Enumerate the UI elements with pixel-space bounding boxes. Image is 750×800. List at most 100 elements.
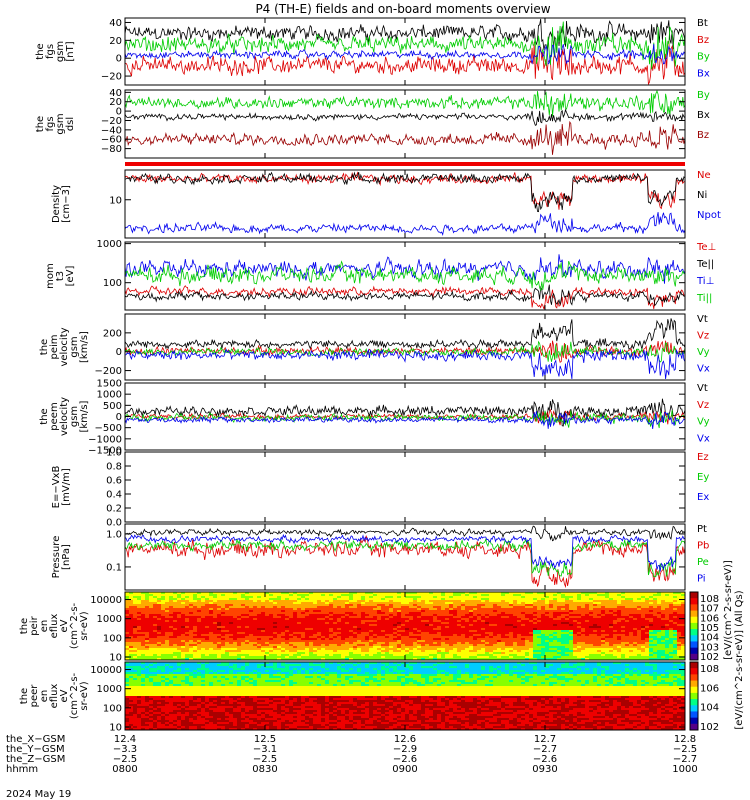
- heatmap-cell: [353, 642, 358, 645]
- heatmap-cell: [209, 612, 214, 615]
- heatmap-cell: [665, 626, 670, 629]
- heatmap-cell: [149, 594, 154, 597]
- heatmap-cell: [565, 632, 570, 635]
- heatmap-cell: [549, 618, 554, 621]
- y-axis-label: gsm: [55, 113, 66, 134]
- heatmap-cell: [609, 626, 614, 629]
- heatmap-cell: [677, 644, 682, 647]
- heatmap-cell: [321, 604, 326, 607]
- heatmap-cell: [589, 612, 594, 615]
- heatmap-cell: [377, 630, 382, 633]
- heatmap-cell: [277, 644, 282, 647]
- heatmap-cell: [421, 638, 426, 641]
- heatmap-cell: [173, 652, 178, 655]
- heatmap-cell: [229, 654, 234, 657]
- heatmap-cell: [361, 598, 366, 601]
- heatmap-cell: [649, 644, 654, 647]
- heatmap-cell: [541, 606, 546, 609]
- heatmap-cell: [129, 598, 134, 601]
- heatmap-cell: [665, 620, 670, 623]
- heatmap-cell: [249, 640, 254, 643]
- heatmap-cell: [481, 634, 486, 637]
- heatmap-cell: [413, 610, 418, 613]
- heatmap-cell: [257, 642, 262, 645]
- heatmap-cell: [657, 624, 662, 627]
- heatmap-cell: [345, 646, 350, 649]
- panel-frame: [124, 523, 686, 591]
- heatmap-cell: [445, 630, 450, 633]
- heatmap-cell: [341, 608, 346, 611]
- heatmap-cell: [181, 600, 186, 603]
- heatmap-cell: [201, 626, 206, 629]
- heatmap-cell: [281, 634, 286, 637]
- heatmap-cell: [661, 616, 666, 619]
- heatmap-cell: [529, 596, 534, 599]
- heatmap-cell: [665, 658, 670, 661]
- heatmap-cell: [445, 648, 450, 651]
- heatmap-cell: [573, 618, 578, 621]
- heatmap-cell: [353, 624, 358, 627]
- heatmap-cell: [397, 648, 402, 651]
- heatmap-cell: [201, 596, 206, 599]
- heatmap-cell: [325, 612, 330, 615]
- heatmap-cell: [437, 650, 442, 653]
- heatmap-cell: [569, 614, 574, 617]
- heatmap-cell: [629, 592, 634, 595]
- heatmap-cell: [365, 632, 370, 635]
- heatmap-cell: [405, 612, 410, 615]
- heatmap-cell: [125, 622, 130, 625]
- y-tick-label: 0.2: [106, 504, 122, 515]
- heatmap-cell: [385, 604, 390, 607]
- heatmap-cell: [181, 620, 186, 623]
- heatmap-cell: [537, 610, 542, 613]
- heatmap-cell: [357, 594, 362, 597]
- heatmap-cell: [573, 640, 578, 643]
- heatmap-cell: [257, 616, 262, 619]
- heatmap-cell: [377, 644, 382, 647]
- heatmap-cell: [645, 594, 650, 597]
- heatmap-cell: [161, 602, 166, 605]
- heatmap-cell: [189, 618, 194, 621]
- heatmap-cell: [309, 598, 314, 601]
- heatmap-cell: [173, 608, 178, 611]
- heatmap-cell: [345, 636, 350, 639]
- heatmap-cell: [145, 602, 150, 605]
- heatmap-cell: [281, 630, 286, 633]
- heatmap-cell: [601, 658, 606, 661]
- y-tick-label: 20: [109, 97, 122, 108]
- heatmap-cell: [409, 656, 414, 659]
- heatmap-cell: [537, 638, 542, 641]
- heatmap-cell: [489, 620, 494, 623]
- heatmap-cell: [501, 650, 506, 653]
- heatmap-cell: [669, 616, 674, 619]
- heatmap-cell: [493, 592, 498, 595]
- heatmap-cell: [257, 648, 262, 651]
- heatmap-cell: [561, 636, 566, 639]
- heatmap-cell: [453, 642, 458, 645]
- heatmap-cell: [417, 604, 422, 607]
- heatmap-cell: [249, 650, 254, 653]
- heatmap-cell: [649, 624, 654, 627]
- heatmap-cell: [441, 632, 446, 635]
- heatmap-cell: [677, 614, 682, 617]
- heatmap-cell: [633, 640, 638, 643]
- heatmap-cell: [509, 624, 514, 627]
- heatmap-cell: [561, 642, 566, 645]
- heatmap-cell: [141, 656, 146, 659]
- heatmap-cell: [597, 622, 602, 625]
- heatmap-cell: [565, 622, 570, 625]
- heatmap-cell: [545, 600, 550, 603]
- heatmap-cell: [337, 642, 342, 645]
- heatmap-cell: [125, 682, 130, 685]
- heatmap-cell: [641, 606, 646, 609]
- heatmap-cell: [253, 628, 258, 631]
- heatmap-cell: [273, 630, 278, 633]
- heatmap-cell: [461, 654, 466, 657]
- heatmap-cell: [437, 646, 442, 649]
- heatmap-cell: [389, 616, 394, 619]
- heatmap-cell: [317, 602, 322, 605]
- heatmap-cell: [629, 658, 634, 661]
- heatmap-cell: [533, 652, 538, 655]
- heatmap-cell: [241, 640, 246, 643]
- heatmap-cell: [465, 606, 470, 609]
